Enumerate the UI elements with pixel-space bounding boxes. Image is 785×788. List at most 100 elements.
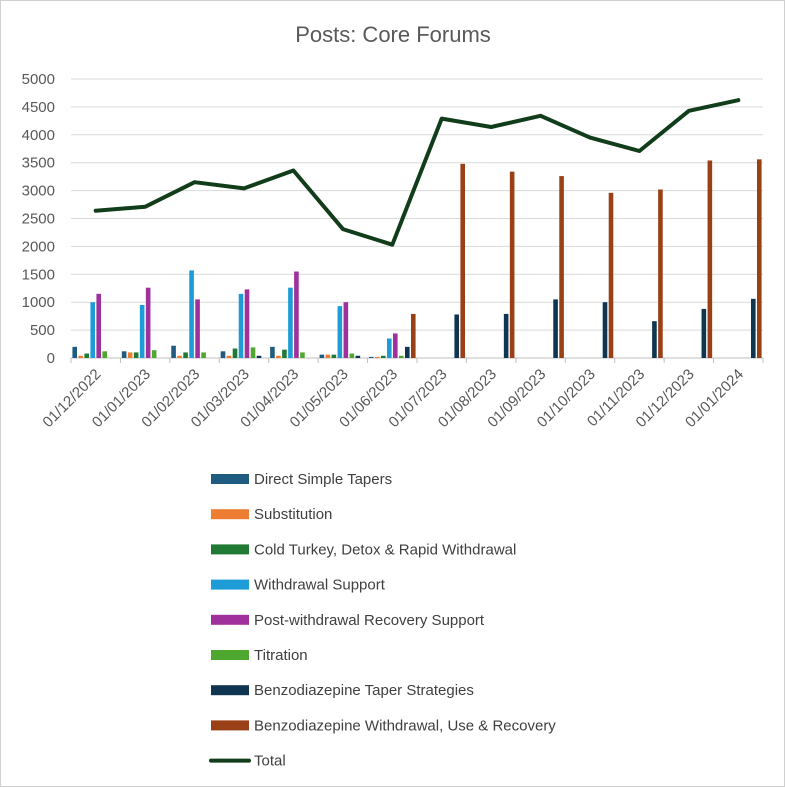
bar xyxy=(559,176,564,358)
chart-title: Posts: Core Forums xyxy=(295,22,491,47)
bar xyxy=(220,351,226,358)
line-point xyxy=(489,125,493,129)
series-line-total xyxy=(93,98,741,247)
bar xyxy=(282,349,287,358)
bar xyxy=(701,308,707,358)
bar xyxy=(121,351,127,358)
bar xyxy=(177,355,182,358)
legend-label: Benzodiazepine Withdrawal, Use & Recover… xyxy=(254,717,556,734)
bar xyxy=(133,352,139,358)
bar xyxy=(232,348,238,358)
legend-swatch xyxy=(211,720,249,731)
bar xyxy=(509,171,515,358)
line-point xyxy=(291,168,296,173)
bar xyxy=(392,333,398,358)
bar xyxy=(288,287,293,358)
legend-label: Titration xyxy=(254,647,308,664)
bar xyxy=(145,287,151,358)
legend-swatch xyxy=(211,474,249,484)
legend-swatch xyxy=(211,579,249,590)
bar xyxy=(380,355,386,358)
y-tick-label: 3000 xyxy=(22,183,55,200)
legend: Direct Simple Tapers Substitution Cold Tur… xyxy=(209,471,556,770)
legend-label: Total xyxy=(254,753,286,770)
line-point xyxy=(242,186,246,191)
bar xyxy=(410,313,416,358)
bar xyxy=(337,306,343,358)
bar xyxy=(319,354,325,358)
legend-label: Direct Simple Tapers xyxy=(254,471,392,488)
bar xyxy=(276,355,281,358)
legend-label: Benzodiazepine Taper Strategies xyxy=(254,682,474,699)
line-point xyxy=(538,114,543,118)
line-point xyxy=(687,109,691,113)
bar xyxy=(355,355,361,358)
gridlines xyxy=(71,78,763,359)
bar xyxy=(238,293,244,358)
bar xyxy=(658,189,663,358)
bar xyxy=(602,302,608,358)
legend-swatch xyxy=(211,650,249,660)
bar xyxy=(90,302,96,358)
bar xyxy=(201,352,206,358)
bar xyxy=(368,356,374,358)
bar xyxy=(195,299,200,358)
legend-item: Titration xyxy=(211,647,308,664)
bar xyxy=(756,159,762,358)
line-point xyxy=(439,116,444,121)
bar xyxy=(349,353,355,358)
bar xyxy=(454,314,460,358)
legend-label: Cold Turkey, Detox & Rapid Withdrawal xyxy=(254,541,516,558)
legend-item: Total xyxy=(209,753,286,770)
bar xyxy=(244,289,250,358)
y-tick-label: 5000 xyxy=(22,71,55,88)
bar xyxy=(460,163,466,358)
bar xyxy=(171,345,176,358)
bars xyxy=(72,159,762,358)
bar xyxy=(270,346,275,358)
bar xyxy=(84,353,90,358)
total-line xyxy=(93,98,741,247)
bar xyxy=(96,293,102,358)
line-point xyxy=(143,204,147,209)
line-point xyxy=(637,149,642,153)
bar xyxy=(226,355,232,358)
y-tick-label: 3500 xyxy=(22,155,55,172)
line-point xyxy=(736,98,741,103)
bar xyxy=(139,304,145,358)
line-point xyxy=(93,208,98,213)
bar xyxy=(652,321,657,358)
line-point xyxy=(341,227,345,231)
bar xyxy=(250,347,256,358)
legend-item: Substitution xyxy=(211,506,332,523)
y-tick-label: 500 xyxy=(30,322,55,339)
legend-swatch xyxy=(211,509,249,520)
bar xyxy=(404,346,410,358)
bar xyxy=(553,299,558,358)
bar xyxy=(750,298,756,358)
legend-item: Benzodiazepine Withdrawal, Use & Recover… xyxy=(211,717,556,734)
bar xyxy=(374,356,380,358)
bar xyxy=(331,354,337,358)
legend-item: Direct Simple Tapers xyxy=(211,471,392,488)
legend-label: Withdrawal Support xyxy=(254,577,386,594)
bar xyxy=(189,270,194,358)
y-tick-label: 2000 xyxy=(22,238,55,255)
x-axis: 01/12/202201/01/202301/02/202301/03/2023… xyxy=(39,358,764,431)
bar xyxy=(183,352,188,358)
bar xyxy=(503,313,509,358)
bar xyxy=(151,350,157,358)
y-tick-label: 1500 xyxy=(22,266,55,283)
bar xyxy=(300,352,305,358)
bar xyxy=(294,271,299,358)
legend-item: Cold Turkey, Detox & Rapid Withdrawal xyxy=(211,541,516,558)
bar xyxy=(325,354,331,358)
y-axis: 0 500 1000 1500 2000 2500 3000 3500 4000 4500 5000 xyxy=(22,71,55,367)
legend-swatch xyxy=(211,614,249,625)
y-tick-label: 2500 xyxy=(22,211,55,228)
y-tick-label: 0 xyxy=(47,350,55,367)
bar xyxy=(127,352,133,358)
bar xyxy=(398,355,404,358)
legend-item: Benzodiazepine Taper Strategies xyxy=(211,682,474,699)
